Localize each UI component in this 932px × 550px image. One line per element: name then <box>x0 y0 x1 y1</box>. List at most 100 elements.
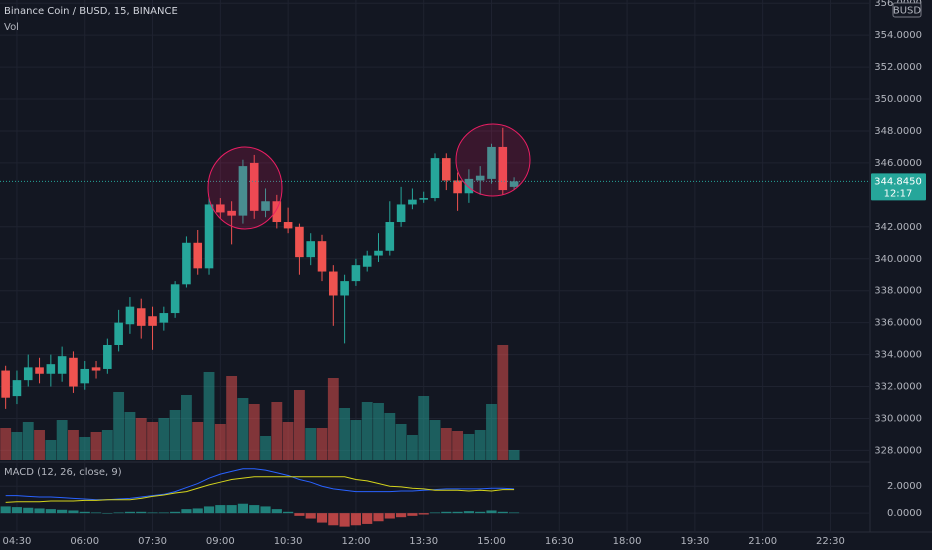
marks <box>0 127 870 527</box>
histogram-bar <box>68 510 79 514</box>
histogram-bar <box>23 507 34 514</box>
y-tick-label: 336.0000 <box>874 318 922 329</box>
histogram-bar <box>147 512 158 514</box>
volume-bar <box>440 428 452 460</box>
volume-bar <box>293 390 305 460</box>
histogram-bar <box>463 511 474 514</box>
volume-bar <box>45 440 57 460</box>
y-tick-label: 328.0000 <box>874 445 922 456</box>
candle-body <box>159 313 169 323</box>
countdown: 12:17 <box>884 188 913 199</box>
histogram-bar <box>237 503 249 514</box>
candle-body <box>385 222 395 251</box>
histogram-bar <box>11 507 23 514</box>
candle-body <box>238 166 248 216</box>
volume-bar <box>384 413 396 460</box>
volume-bar <box>90 432 102 460</box>
y-tick-label: 352.0000 <box>874 62 922 73</box>
volume-bar <box>101 430 113 460</box>
histogram-bar <box>34 508 45 514</box>
histogram-bar <box>305 513 316 519</box>
volume-bar <box>486 404 497 460</box>
x-tick-label: 06:00 <box>70 536 99 547</box>
macd-line <box>5 476 515 503</box>
candle-body <box>170 284 180 314</box>
histogram-bar <box>475 511 486 514</box>
y-tick-label: 332.0000 <box>874 382 922 393</box>
volume-bar <box>169 410 181 460</box>
y-tick-label: 346.0000 <box>874 158 922 169</box>
candle-body <box>46 364 56 374</box>
highlight-circle <box>207 146 283 230</box>
chart-title: Binance Coin / BUSD, 15, BINANCE <box>4 6 178 17</box>
histogram-bar <box>249 505 260 514</box>
candle-body <box>249 162 259 211</box>
x-tick-label: 07:30 <box>138 536 167 547</box>
volume-bar <box>508 450 520 460</box>
currency-box <box>892 2 922 18</box>
volume-bar <box>147 422 158 460</box>
candle-body <box>464 178 474 194</box>
volume-bar <box>135 418 147 460</box>
volume-bar <box>79 437 91 460</box>
histogram-bar <box>384 513 395 519</box>
histogram-bar <box>362 513 373 524</box>
histogram-bar <box>45 509 56 514</box>
volume-bar <box>158 418 170 460</box>
histogram-bar <box>373 513 384 522</box>
x-tick-label: 12:00 <box>341 536 370 547</box>
volume-bar <box>260 436 271 460</box>
volume-label: Vol <box>4 22 19 33</box>
candle-body <box>80 368 90 384</box>
y-tick-label: 348.0000 <box>874 126 922 137</box>
x-tick-label: 10:30 <box>274 536 303 547</box>
histogram-bar <box>350 513 361 526</box>
candle-body <box>396 204 406 223</box>
candle-body <box>430 158 440 199</box>
candle-body <box>442 158 451 181</box>
x-tick-label: 21:00 <box>748 536 777 547</box>
candle-body <box>204 204 214 269</box>
histogram-bar <box>294 513 305 516</box>
histogram-bar <box>418 513 429 515</box>
candle-body <box>136 308 146 326</box>
histogram-bar <box>136 511 147 514</box>
volume-bar <box>34 430 45 460</box>
volume-bar <box>237 398 249 460</box>
histogram-bar <box>328 513 339 526</box>
candle-body <box>283 222 293 229</box>
histogram-bar <box>124 511 136 514</box>
volume-bar <box>192 422 204 460</box>
y-tick-label: 354.0000 <box>874 30 922 41</box>
histogram-bar <box>486 510 497 514</box>
histogram-bar <box>158 512 169 514</box>
volume-bar <box>11 432 23 460</box>
histogram-bar <box>0 506 11 514</box>
histogram-bar <box>90 512 102 514</box>
x-tick-label: 13:30 <box>409 536 438 547</box>
x-tick-label: 16:30 <box>545 536 574 547</box>
histogram-bar <box>203 506 215 514</box>
volume-bar <box>22 422 34 460</box>
histogram-bar <box>509 512 520 514</box>
volume-bar <box>214 424 226 460</box>
candle-body <box>475 175 485 181</box>
histogram-bar <box>271 509 282 514</box>
volume-bar <box>474 430 486 460</box>
last-price-box <box>871 173 926 201</box>
candle-body <box>23 367 33 381</box>
histogram-bar <box>102 513 113 514</box>
volume-bar <box>282 422 294 460</box>
histogram-bar <box>226 505 237 514</box>
y-tick-label: 0.0000 <box>887 508 922 519</box>
candle-body <box>91 367 101 371</box>
labels: 04:30 06:00 07:30 09:00 10:30 12:00 13:30 15:00… <box>3 0 926 547</box>
volume-bar <box>350 420 362 460</box>
candle-body <box>362 255 372 267</box>
volume-bar <box>395 424 407 460</box>
volume-bar <box>327 378 339 460</box>
candle-body <box>193 242 203 269</box>
histogram-bar <box>441 511 452 514</box>
